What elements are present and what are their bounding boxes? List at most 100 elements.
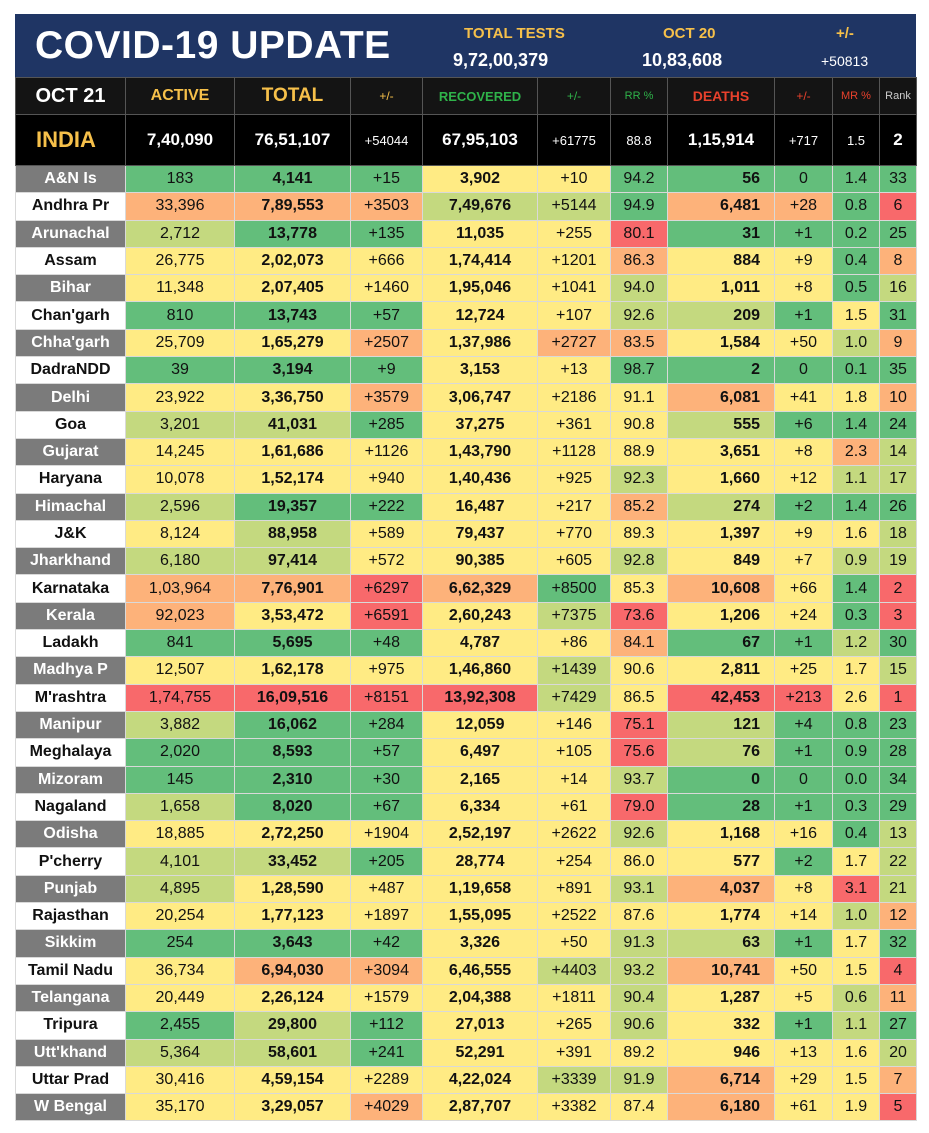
india-label: INDIA [15, 114, 126, 166]
india-active: 7,40,090 [125, 114, 235, 166]
cell-recovered: 1,37,986 [422, 328, 538, 358]
cell-state-name: Himachal [15, 492, 126, 521]
cell-mr: 1.0 [832, 328, 880, 358]
cell-total: 2,07,405 [234, 274, 351, 303]
table-row: Manipur 3,882 16,062 +284 12,059 +146 75.1 121 +… [15, 710, 917, 740]
cell-total-change: +1126 [350, 437, 423, 467]
table-row: Uttar Prad 30,416 4,59,154 +2289 4,22,024 +33… [15, 1065, 917, 1095]
cell-recovered: 79,437 [422, 519, 538, 549]
cell-mr: 1.7 [832, 656, 880, 685]
cell-rec-change: +391 [537, 1038, 611, 1067]
cell-rank: 19 [879, 547, 917, 576]
table-row: Himachal 2,596 19,357 +222 16,487 +217 85.2 274… [15, 492, 917, 521]
cell-rec-change: +8500 [537, 574, 611, 603]
cell-deaths: 1,287 [667, 983, 775, 1013]
cell-rr: 90.8 [610, 410, 668, 439]
cell-death-change: +2 [774, 847, 833, 876]
cell-rank: 4 [879, 956, 917, 985]
cell-active: 2,712 [125, 219, 235, 248]
cell-recovered: 6,62,329 [422, 574, 538, 603]
cell-rr: 90.4 [610, 983, 668, 1013]
cell-mr: 2.6 [832, 683, 880, 712]
cell-rec-change: +2622 [537, 820, 611, 849]
cell-rank: 6 [879, 192, 917, 221]
cell-rank: 28 [879, 738, 917, 767]
cell-active: 6,180 [125, 547, 235, 576]
table-row: Jharkhand 6,180 97,414 +572 90,385 +605 92.8 84… [15, 547, 917, 576]
cell-mr: 0.0 [832, 765, 880, 794]
cell-recovered: 4,22,024 [422, 1065, 538, 1095]
cell-rr: 86.3 [610, 246, 668, 276]
table-row: P'cherry 4,101 33,452 +205 28,774 +254 86.0 577… [15, 847, 917, 876]
table-row: Telangana 20,449 2,26,124 +1579 2,04,388 +181… [15, 983, 917, 1013]
table-row: W Bengal 35,170 3,29,057 +4029 2,87,707 +3382… [15, 1093, 917, 1122]
cell-active: 25,709 [125, 328, 235, 358]
cell-total: 13,778 [234, 219, 351, 248]
cell-total-change: +3503 [350, 192, 423, 221]
cell-rank: 33 [879, 164, 917, 194]
cell-rank: 24 [879, 410, 917, 439]
cell-state-name: Bihar [15, 274, 126, 303]
table-row: Goa 3,201 41,031 +285 37,275 +361 90.8 555 +6 1.4… [15, 410, 917, 439]
table-row: Nagaland 1,658 8,020 +67 6,334 +61 79.0 28 +1 0.3… [15, 792, 917, 822]
cell-active: 4,895 [125, 874, 235, 904]
cell-rec-change: +770 [537, 519, 611, 549]
cell-active: 33,396 [125, 192, 235, 221]
cell-recovered: 6,46,555 [422, 956, 538, 985]
cell-deaths: 1,206 [667, 601, 775, 631]
header-banner: COVID-19 UPDATE TOTAL TESTS 9,72,00,379 … [15, 14, 916, 77]
cell-total-change: +6297 [350, 574, 423, 603]
cell-rank: 7 [879, 1065, 917, 1095]
table-row: Haryana 10,078 1,52,174 +940 1,40,436 +925 92.… [15, 465, 917, 494]
cell-active: 18,885 [125, 820, 235, 849]
cell-deaths: 1,584 [667, 328, 775, 358]
delta-value: +50813 [821, 53, 869, 69]
cell-rank: 22 [879, 847, 917, 876]
cell-rr: 91.9 [610, 1065, 668, 1095]
cell-rank: 23 [879, 710, 917, 740]
cell-mr: 0.4 [832, 820, 880, 849]
table-row: A&N Is 183 4,141 +15 3,902 +10 94.2 56 0 1.4 33 [15, 164, 917, 194]
cell-active: 20,254 [125, 902, 235, 931]
cell-rr: 90.6 [610, 1011, 668, 1040]
cell-active: 183 [125, 164, 235, 194]
cell-death-change: +7 [774, 547, 833, 576]
cell-death-change: +1 [774, 301, 833, 330]
cell-death-change: +1 [774, 929, 833, 958]
india-total-change: +54044 [350, 114, 423, 166]
cell-rr: 94.9 [610, 192, 668, 221]
cell-death-change: +5 [774, 983, 833, 1013]
cell-rr: 89.2 [610, 1038, 668, 1067]
cell-mr: 1.2 [832, 629, 880, 658]
cell-state-name: W Bengal [15, 1093, 126, 1122]
cell-total: 3,194 [234, 356, 351, 385]
cell-state-name: Sikkim [15, 929, 126, 958]
cell-rr: 88.9 [610, 437, 668, 467]
cell-deaths: 274 [667, 492, 775, 521]
table-row: Chan'garh 810 13,743 +57 12,724 +107 92.6 209 +1… [15, 301, 917, 330]
cell-total: 41,031 [234, 410, 351, 439]
cell-rank: 10 [879, 383, 917, 412]
cell-state-name: P'cherry [15, 847, 126, 876]
india-rr: 88.8 [610, 114, 668, 166]
cell-mr: 0.6 [832, 983, 880, 1013]
cell-rr: 80.1 [610, 219, 668, 248]
cell-total-change: +112 [350, 1011, 423, 1040]
prev-date-label: OCT 20 [663, 25, 716, 42]
cell-rec-change: +217 [537, 492, 611, 521]
cell-state-name: M'rashtra [15, 683, 126, 712]
table-row: Punjab 4,895 1,28,590 +487 1,19,658 +891 93.1 4… [15, 874, 917, 904]
cell-rank: 12 [879, 902, 917, 931]
column-header-row: OCT 21 ACTIVE TOTAL +/- RECOVERED +/- RR… [15, 77, 917, 115]
cell-total: 29,800 [234, 1011, 351, 1040]
cell-state-name: Manipur [15, 710, 126, 740]
table-row: Ladakh 841 5,695 +48 4,787 +86 84.1 67 +1 1.2 30 [15, 629, 917, 658]
cell-recovered: 1,40,436 [422, 465, 538, 494]
cell-rec-change: +50 [537, 929, 611, 958]
cell-state-name: Assam [15, 246, 126, 276]
cell-rec-change: +1201 [537, 246, 611, 276]
cell-state-name: Jharkhand [15, 547, 126, 576]
cell-rank: 11 [879, 983, 917, 1013]
table-row: Meghalaya 2,020 8,593 +57 6,497 +105 75.6 76 +1 0… [15, 738, 917, 767]
cell-total: 4,141 [234, 164, 351, 194]
